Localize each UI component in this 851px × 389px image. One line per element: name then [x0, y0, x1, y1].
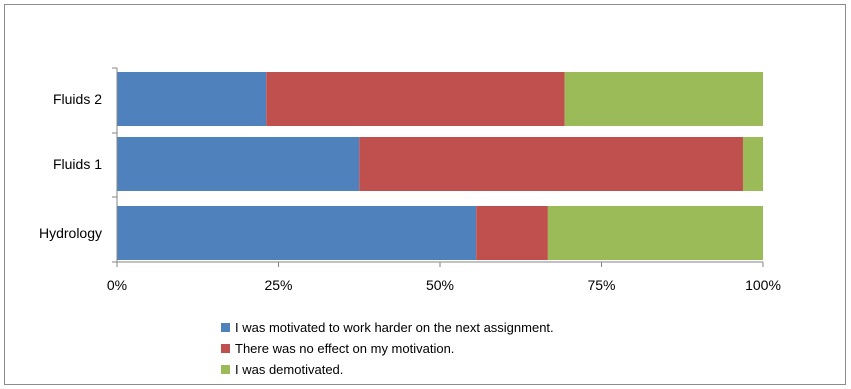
bar-hydrology-series-2: [476, 206, 548, 260]
x-tick-label: 25%: [264, 277, 292, 293]
bar-fluids-2-series-3: [564, 72, 763, 126]
bars-group: [117, 72, 763, 260]
bar-fluids-1-series-3: [742, 137, 763, 191]
bar-fluids-1-series-1: [117, 137, 360, 191]
x-tick-label: 75%: [587, 277, 615, 293]
bar-fluids-2-series-2: [266, 72, 565, 126]
legend-label: I was motivated to work harder on the ne…: [235, 320, 554, 335]
x-tick-label: 50%: [426, 277, 454, 293]
bar-hydrology-series-3: [547, 206, 763, 260]
legend-swatch: [221, 323, 230, 332]
x-tick-label: 100%: [745, 277, 781, 293]
bar-hydrology-series-1: [117, 206, 477, 260]
chart-frame: [4, 4, 846, 385]
category-label: Hydrology: [39, 225, 102, 241]
legend: I was motivated to work harder on the ne…: [221, 320, 554, 377]
bar-fluids-2-series-1: [117, 72, 267, 126]
legend-label: There was no effect on my motivation.: [235, 341, 454, 356]
category-label: Fluids 2: [53, 91, 102, 107]
category-label: Fluids 1: [53, 156, 102, 172]
x-tick-label: 0%: [107, 277, 127, 293]
bar-fluids-1-series-2: [359, 137, 743, 191]
axes-group: Hydrology Fluids 1 Fluids 2 0% 25% 50% 75% 100%: [39, 67, 781, 293]
legend-swatch: [221, 365, 230, 374]
legend-label: I was demotivated.: [235, 362, 343, 377]
legend-swatch: [221, 344, 230, 353]
